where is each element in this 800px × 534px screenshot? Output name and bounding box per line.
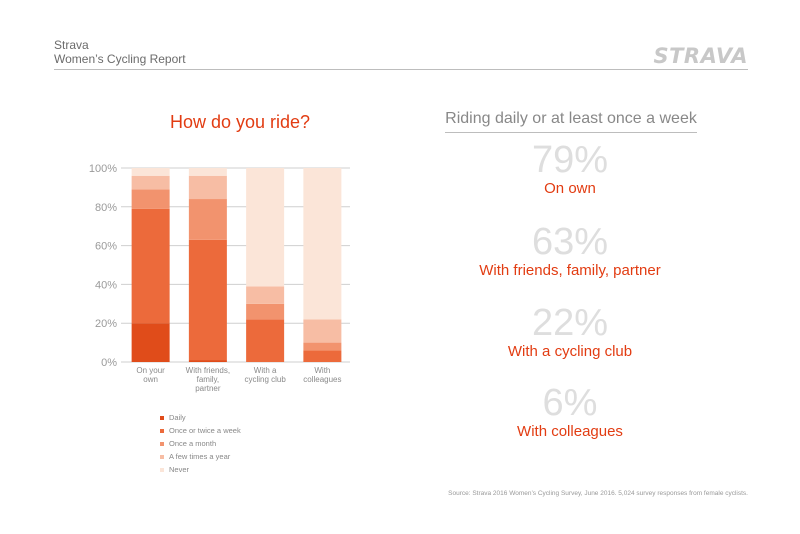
report-title: Women’s Cycling Report xyxy=(54,52,186,66)
bar-segment xyxy=(131,323,170,362)
bar-segment xyxy=(303,168,342,320)
bar-segment xyxy=(188,168,227,176)
legend-label: Daily xyxy=(169,413,186,422)
y-tick-label: 80% xyxy=(95,202,117,214)
bar-segment xyxy=(303,350,342,362)
stat-value: 63% xyxy=(531,221,609,263)
bar-segment xyxy=(131,168,170,176)
legend-item: A few times a year xyxy=(160,450,241,463)
legend-swatch xyxy=(160,441,164,446)
legend-item: Once or twice a week xyxy=(160,424,241,437)
bar-segment xyxy=(303,342,342,351)
bar-segment xyxy=(131,189,170,209)
bar-segment xyxy=(188,360,227,362)
stat-block: 22% With a cycling club xyxy=(420,303,720,361)
y-tick-label: 60% xyxy=(95,241,117,253)
strava-logo: STRAVA xyxy=(653,44,748,68)
legend-item: Never xyxy=(160,463,241,476)
stats-heading: Riding daily or at least once a week xyxy=(445,110,697,133)
x-tick-label: With friends, family, partner xyxy=(186,366,230,393)
stat-value: 22% xyxy=(531,302,609,344)
bar-segment xyxy=(246,286,285,304)
stat-label: With a cycling club xyxy=(507,343,633,360)
bar-segment xyxy=(303,319,342,343)
chart-legend: Daily Once or twice a week Once a month A f… xyxy=(160,411,241,476)
stacked-bar-chart: 0% 20% 40% 60% 80% 100% On your own With friends… xyxy=(89,163,350,393)
legend-item: Once a month xyxy=(160,437,241,450)
bar-segment xyxy=(246,168,285,287)
legend-swatch xyxy=(160,467,164,472)
legend-label: A few times a year xyxy=(169,452,231,461)
brand-name: Strava xyxy=(54,38,89,52)
bar-segment xyxy=(188,239,227,361)
bar-segment xyxy=(188,199,227,240)
legend-label: Never xyxy=(169,465,190,474)
source-note: Source: Strava 2016 Women’s Cycling Surv… xyxy=(448,490,748,497)
y-tick-label: 40% xyxy=(95,279,117,291)
stat-block: 63% With friends, family, partner xyxy=(420,222,720,280)
stat-block: 79% On own xyxy=(420,140,720,198)
header-divider xyxy=(54,69,748,70)
legend-swatch xyxy=(160,454,164,459)
stat-value: 6% xyxy=(542,382,598,424)
legend-swatch xyxy=(160,428,164,433)
legend-label: Once or twice a week xyxy=(169,426,241,435)
bar-segment xyxy=(246,319,285,362)
y-tick-label: 0% xyxy=(101,357,117,369)
stat-value: 79% xyxy=(531,139,609,181)
y-tick-label: 20% xyxy=(95,318,117,330)
x-tick-label: With colleagues xyxy=(303,366,341,384)
bar-segment xyxy=(131,208,170,324)
legend-label: Once a month xyxy=(169,439,217,448)
stat-block: 6% With colleagues xyxy=(420,383,720,441)
bar-segment xyxy=(246,303,285,320)
legend-swatch xyxy=(160,415,164,420)
x-tick-label: With a cycling club xyxy=(244,366,286,384)
stat-label: With colleagues xyxy=(517,423,623,440)
report-header: Strava Women’s Cycling Report xyxy=(54,38,748,66)
y-tick-label: 100% xyxy=(89,163,117,175)
x-tick-label: On your own xyxy=(136,366,165,384)
stat-label: With friends, family, partner xyxy=(479,262,661,279)
chart-title: How do you ride? xyxy=(169,112,311,132)
bar-segment xyxy=(188,175,227,200)
stat-label: On own xyxy=(544,180,596,197)
legend-item: Daily xyxy=(160,411,241,424)
bar-segment xyxy=(131,175,170,190)
